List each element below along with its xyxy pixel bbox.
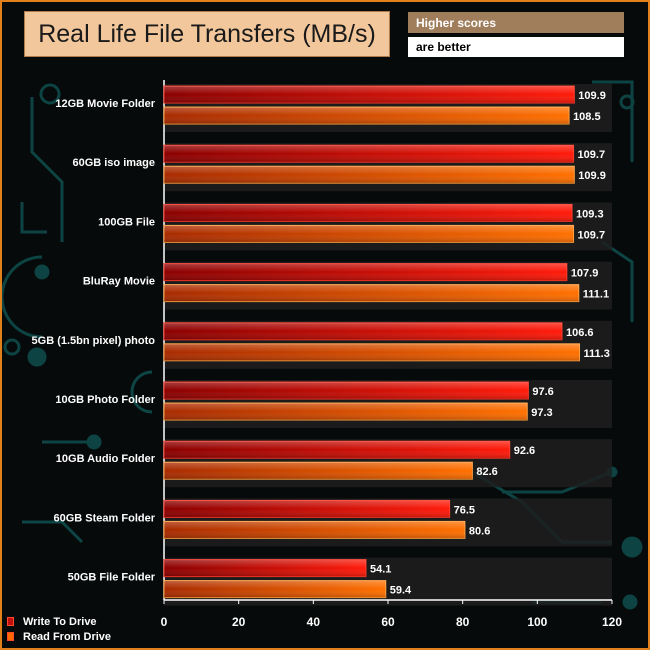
- bar-shine: [164, 462, 473, 480]
- note-line-2: are better: [416, 40, 471, 54]
- legend-item-read: Read From Drive: [7, 629, 111, 644]
- bar-shine: [164, 107, 570, 124]
- note-line-1: Higher scores: [416, 15, 497, 30]
- data-label: 54.1: [370, 564, 391, 576]
- legend-swatch-read: [7, 632, 14, 641]
- data-label: 80.6: [469, 525, 490, 537]
- note-higher-scores: Higher scores: [408, 12, 624, 33]
- bar-shine: [164, 263, 567, 281]
- x-tick-label: 120: [602, 615, 622, 629]
- data-label: 97.3: [531, 407, 552, 419]
- x-tick-label: 40: [307, 615, 321, 629]
- data-label: 59.4: [390, 585, 412, 597]
- data-label: 107.9: [571, 268, 599, 280]
- bar-shine: [164, 166, 575, 184]
- data-label: 109.9: [578, 170, 606, 182]
- bar-shine: [164, 580, 386, 598]
- bar-shine: [164, 284, 579, 302]
- legend-item-write: Write To Drive: [7, 614, 111, 629]
- legend-label-read: Read From Drive: [23, 630, 112, 643]
- category-label: 5GB (1.5bn pixel) photo: [32, 335, 156, 347]
- x-tick-label: 60: [381, 615, 395, 629]
- bar-shine: [164, 343, 580, 361]
- category-label: 100GB File: [98, 216, 155, 228]
- x-tick-label: 0: [161, 615, 168, 629]
- data-label: 97.6: [532, 386, 553, 398]
- bar-shine: [164, 204, 573, 222]
- data-label: 92.6: [514, 445, 535, 457]
- data-label: 109.9: [578, 90, 606, 102]
- chart-title: Real Life File Transfers (MB/s): [38, 19, 376, 48]
- bar-shine: [164, 382, 529, 399]
- bar-shine: [164, 145, 574, 163]
- x-tick-label: 20: [232, 615, 246, 629]
- bar-shine: [164, 403, 528, 420]
- data-label: 106.6: [566, 327, 594, 339]
- category-label: BluRay Movie: [83, 276, 155, 288]
- category-label: 10GB Audio Folder: [56, 453, 156, 465]
- data-label: 111.1: [583, 289, 609, 301]
- bar-shine: [164, 86, 575, 103]
- legend-label-write: Write To Drive: [23, 615, 97, 628]
- data-label: 108.5: [573, 111, 601, 123]
- data-label: 109.7: [578, 229, 606, 241]
- legend: Write To Drive Read From Drive: [7, 614, 111, 644]
- data-label: 109.3: [576, 208, 604, 220]
- data-label: 109.7: [578, 149, 606, 161]
- data-label: 76.5: [454, 504, 475, 516]
- data-label: 111.3: [584, 348, 610, 360]
- data-label: 82.6: [476, 466, 497, 478]
- note-are-better: are better: [408, 37, 624, 57]
- category-label: 60GB iso image: [72, 157, 155, 169]
- category-label: 50GB File Folder: [68, 572, 156, 584]
- bar-shine: [164, 500, 450, 518]
- category-label: 12GB Movie Folder: [55, 98, 155, 110]
- legend-swatch-write: [7, 617, 14, 626]
- bar-shine: [164, 441, 510, 459]
- bar-shine: [164, 225, 574, 243]
- bar-shine: [164, 322, 562, 340]
- bar-shine: [164, 559, 366, 577]
- category-label: 60GB Steam Folder: [54, 512, 156, 524]
- x-tick-label: 80: [456, 615, 470, 629]
- category-label: 10GB Photo Folder: [55, 394, 155, 406]
- bar-shine: [164, 521, 465, 539]
- x-tick-label: 100: [527, 615, 547, 629]
- chart-title-box: Real Life File Transfers (MB/s): [24, 11, 390, 57]
